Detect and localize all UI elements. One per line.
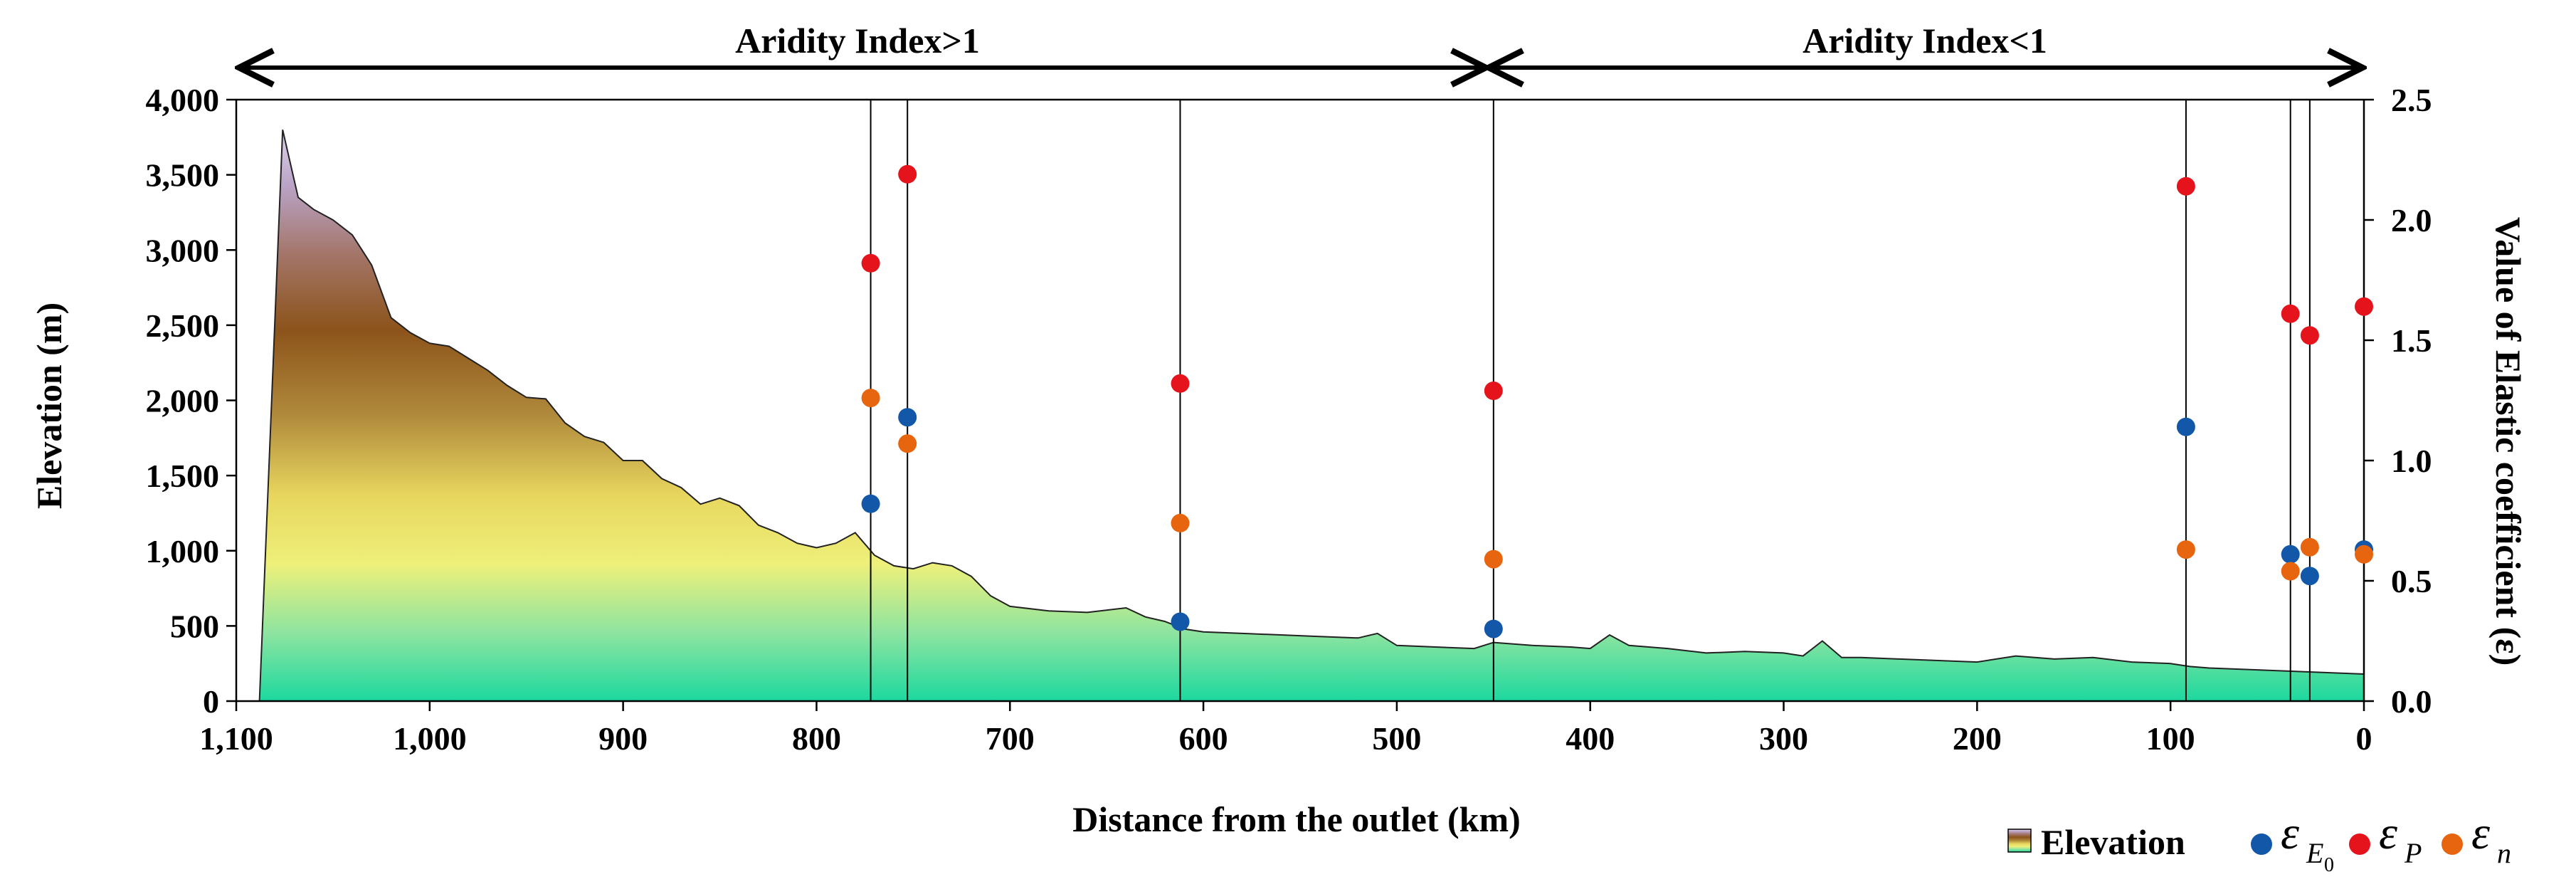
y-left-tick-label-8: 4,000 bbox=[146, 82, 220, 118]
x-tick-label-5: 600 bbox=[1179, 720, 1228, 757]
elevation-area bbox=[258, 130, 2365, 702]
x-tick-label-4: 700 bbox=[986, 720, 1035, 757]
tick-labels-layer: 1,100 1,000 900 800 700 600 500 400 300 200 100 0 0 5… bbox=[146, 82, 2432, 757]
point-en-4 bbox=[2176, 540, 2195, 559]
point-ep-3 bbox=[1484, 382, 1503, 400]
x-tick-label-6: 500 bbox=[1372, 720, 1421, 757]
legend-elevation-swatch bbox=[2007, 829, 2032, 853]
legend-ep-symbol: ε bbox=[2379, 807, 2397, 859]
point-e0-6 bbox=[2300, 567, 2319, 586]
region-label-aridity-high: Aridity Index>1 bbox=[735, 21, 980, 61]
point-ep-6 bbox=[2300, 326, 2319, 345]
legend-elevation-label: Elevation bbox=[2041, 822, 2185, 862]
legend-en-symbol: ε bbox=[2471, 807, 2490, 859]
point-en-7 bbox=[2355, 545, 2373, 564]
x-tick-label-11: 0 bbox=[2356, 720, 2372, 757]
y-right-tick-label-1: 0.5 bbox=[2391, 563, 2432, 599]
y-axis-left-title: Elevation (m) bbox=[29, 303, 69, 509]
x-tick-label-2: 900 bbox=[598, 720, 648, 757]
y-left-tick-label-6: 3,000 bbox=[146, 232, 220, 268]
legend-e0-subsub: 0 bbox=[2324, 854, 2334, 876]
point-ep-2 bbox=[1171, 374, 1190, 393]
x-tick-label-10: 100 bbox=[2146, 720, 2195, 757]
x-tick-label-9: 200 bbox=[1953, 720, 2002, 757]
legend-e0-symbol: ε bbox=[2281, 807, 2299, 859]
x-tick-label-8: 300 bbox=[1759, 720, 1808, 757]
y-axis-right-title: Value of Elastic coefficient (ε) bbox=[2488, 217, 2528, 666]
legend-e0-marker bbox=[2251, 833, 2272, 855]
y-left-tick-label-1: 500 bbox=[170, 608, 219, 644]
x-tick-label-3: 800 bbox=[792, 720, 841, 757]
y-left-tick-label-0: 0 bbox=[203, 683, 219, 720]
point-ep-7 bbox=[2355, 297, 2373, 316]
point-ep-1 bbox=[898, 164, 917, 184]
legend-en-sub: n bbox=[2497, 837, 2511, 869]
y-left-tick-label-7: 3,500 bbox=[146, 157, 220, 194]
y-right-tick-label-2: 1.0 bbox=[2391, 443, 2432, 479]
point-ep-0 bbox=[861, 253, 880, 273]
scatter-points-layer bbox=[861, 164, 2373, 638]
y-left-tick-label-4: 2,000 bbox=[146, 383, 220, 419]
legend-ep-marker bbox=[2349, 833, 2370, 855]
point-ep-5 bbox=[2281, 304, 2300, 323]
y-left-tick-label-3: 1,500 bbox=[146, 458, 220, 494]
y-right-tick-label-0: 0.0 bbox=[2391, 683, 2432, 720]
point-e0-4 bbox=[2176, 417, 2195, 436]
legend-ep-sub: P bbox=[2404, 837, 2422, 869]
x-tick-label-7: 400 bbox=[1566, 720, 1615, 757]
x-tick-label-1: 1,000 bbox=[393, 720, 467, 757]
point-e0-1 bbox=[898, 408, 917, 427]
legend: Elevation ε E 0 ε P ε n bbox=[2007, 807, 2511, 876]
point-en-3 bbox=[1484, 549, 1503, 569]
x-axis-title: Distance from the outlet (km) bbox=[1072, 799, 1521, 839]
point-e0-0 bbox=[861, 494, 880, 513]
elevation-area-layer bbox=[258, 130, 2365, 702]
y-left-tick-label-2: 1,000 bbox=[146, 533, 220, 569]
x-tick-label-0: 1,100 bbox=[199, 720, 273, 757]
point-en-5 bbox=[2281, 562, 2300, 581]
point-en-1 bbox=[898, 434, 917, 453]
region-label-aridity-low: Aridity Index<1 bbox=[1802, 21, 2047, 61]
point-e0-2 bbox=[1171, 612, 1190, 631]
point-en-2 bbox=[1171, 513, 1190, 532]
y-left-tick-label-5: 2,500 bbox=[146, 307, 220, 344]
y-right-tick-label-5: 2.5 bbox=[2391, 82, 2432, 118]
legend-e0-sub: E bbox=[2306, 837, 2323, 869]
point-ep-4 bbox=[2176, 177, 2195, 196]
point-e0-5 bbox=[2281, 545, 2300, 564]
y-right-tick-label-4: 2.0 bbox=[2391, 202, 2432, 238]
point-en-0 bbox=[861, 389, 880, 408]
point-en-6 bbox=[2300, 537, 2319, 557]
vertical-lines-layer bbox=[870, 100, 2365, 701]
y-right-tick-label-3: 1.5 bbox=[2391, 322, 2432, 359]
legend-en-marker bbox=[2442, 833, 2463, 855]
point-e0-3 bbox=[1484, 619, 1503, 638]
plot-frame-layer bbox=[226, 98, 2374, 711]
